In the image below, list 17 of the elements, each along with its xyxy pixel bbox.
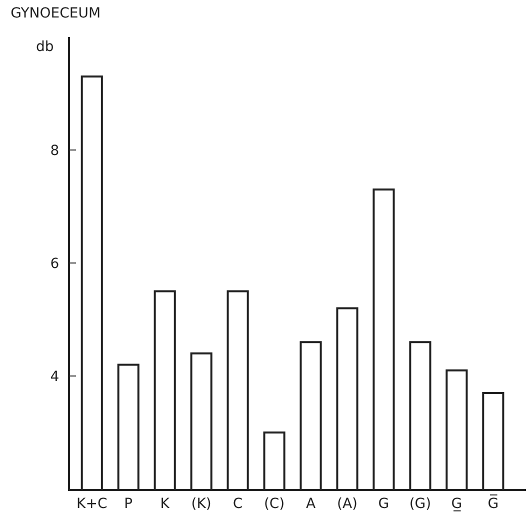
x-tick-label: G̲ (451, 496, 462, 512)
chart-title: GYNOECEUM (10, 6, 101, 22)
x-tick-label: P (124, 496, 133, 512)
x-tick-label: (A) (336, 496, 358, 512)
y-axis-title: db (36, 39, 54, 55)
x-tick-label: (K) (191, 496, 212, 512)
x-tick-label: C (232, 496, 243, 512)
x-tick-label: K+C (76, 496, 108, 512)
x-tick-label: G (378, 496, 390, 512)
x-tick-label: (G) (409, 496, 432, 512)
x-tick-label: (C) (264, 496, 285, 512)
y-tick-label: 6 (50, 256, 60, 272)
x-tick-label: G̅ (488, 494, 499, 512)
y-tick-label: 8 (50, 142, 60, 159)
x-tick-label: A (306, 496, 316, 512)
y-tick-label: 4 (50, 368, 60, 385)
x-tick-label: K (160, 496, 170, 512)
